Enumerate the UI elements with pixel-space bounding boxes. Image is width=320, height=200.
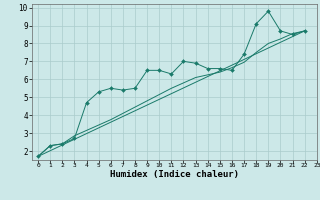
X-axis label: Humidex (Indice chaleur): Humidex (Indice chaleur) (110, 170, 239, 179)
